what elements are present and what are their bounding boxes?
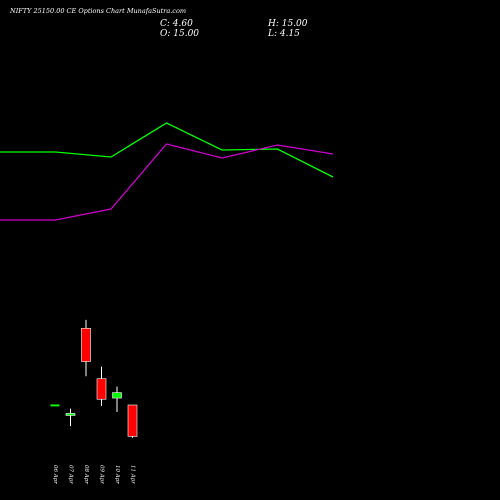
close-value: C: 4.60 xyxy=(160,19,193,29)
indicator-line-2 xyxy=(0,143,334,221)
x-tick-label: 07 Apr xyxy=(68,465,74,484)
candle-body xyxy=(81,327,91,362)
candle-6 xyxy=(127,404,138,438)
x-tick-label: 06 Apr xyxy=(52,465,58,484)
candle-body xyxy=(127,404,138,437)
x-tick-label: 09 Apr xyxy=(99,465,105,484)
candle-2 xyxy=(65,408,76,427)
candle-body xyxy=(96,378,107,400)
x-axis-labels: 06 Apr 07 Apr 08 Apr 09 Apr 10 Apr 11 Apr xyxy=(52,465,136,484)
x-tick-label: 11 Apr xyxy=(130,465,136,484)
candle-body xyxy=(112,392,122,399)
open-value: O: 15.00 xyxy=(160,29,200,39)
chart-title: NIFTY 25150.00 CE Options Chart MunafaSu… xyxy=(10,7,187,15)
candle-body xyxy=(50,404,60,407)
indicator-line-1 xyxy=(0,122,334,178)
candle-3 xyxy=(81,319,91,377)
indicator-lines xyxy=(0,122,334,221)
candle-4 xyxy=(96,366,107,406)
candle-1 xyxy=(50,404,60,407)
candles xyxy=(50,319,138,438)
x-tick-label: 10 Apr xyxy=(114,465,120,484)
low-value: L: 4.15 xyxy=(268,29,300,39)
high-value: H: 15.00 xyxy=(268,19,308,29)
x-tick-label: 08 Apr xyxy=(83,465,89,484)
candle-body xyxy=(65,413,76,416)
candle-5 xyxy=(112,386,122,412)
